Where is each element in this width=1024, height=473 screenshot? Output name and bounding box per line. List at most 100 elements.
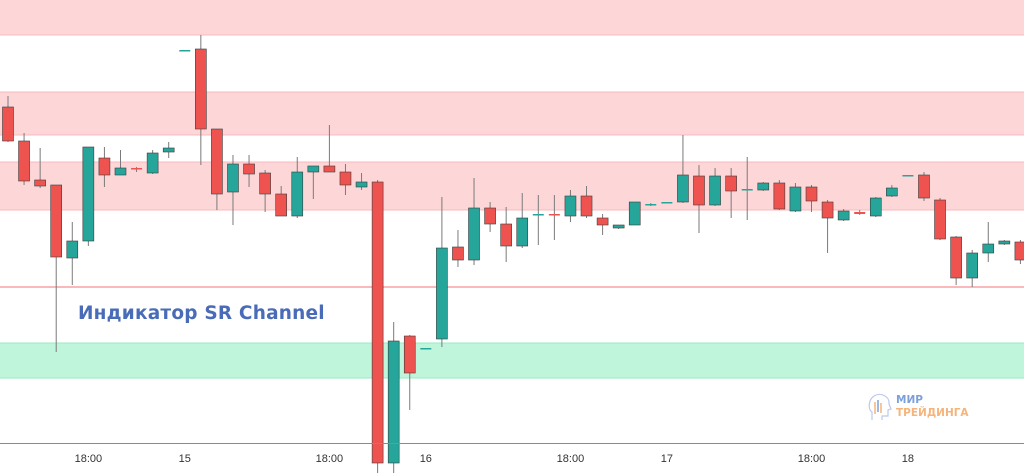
candle-bullish bbox=[436, 197, 448, 347]
candle-body bbox=[339, 171, 352, 186]
candle-body bbox=[211, 128, 223, 195]
candle-body bbox=[564, 195, 577, 217]
candle-body bbox=[114, 167, 127, 176]
candle-body bbox=[757, 182, 770, 191]
candle-body bbox=[645, 204, 657, 206]
sr-zones bbox=[0, 0, 1024, 379]
candle-bearish bbox=[484, 202, 496, 232]
candle-body bbox=[628, 201, 641, 226]
candle-bearish bbox=[580, 186, 593, 218]
x-tick-label: 18:00 bbox=[75, 453, 103, 465]
candle-body bbox=[500, 223, 512, 247]
candle-body bbox=[709, 175, 721, 206]
candle-body bbox=[741, 189, 753, 191]
candle-bullish bbox=[564, 190, 577, 222]
candle-bullish bbox=[677, 135, 689, 203]
candle-body bbox=[854, 212, 866, 214]
candle-bearish bbox=[805, 185, 818, 212]
logo-line1: МИР bbox=[896, 394, 923, 406]
candle-body bbox=[596, 217, 609, 226]
candle-bearish bbox=[773, 180, 786, 210]
candles bbox=[2, 35, 1024, 473]
x-tick-label: 17 bbox=[661, 453, 673, 465]
candle-bullish bbox=[661, 202, 673, 204]
candle-bearish bbox=[371, 180, 384, 473]
x-tick-label: 18 bbox=[902, 453, 914, 465]
x-axis-ticks: 18:00 15 18:00 16 18:00 17 18:00 18 bbox=[75, 453, 914, 465]
candle-bullish bbox=[886, 185, 898, 197]
support-zone bbox=[0, 343, 1024, 378]
candle-body bbox=[420, 348, 432, 350]
candle-body bbox=[918, 174, 930, 199]
candle-bearish bbox=[195, 35, 207, 165]
candle-body bbox=[50, 184, 63, 258]
candle-body bbox=[259, 172, 271, 195]
candle-body bbox=[580, 195, 593, 217]
candle-body bbox=[661, 202, 673, 204]
candle-bullish bbox=[741, 157, 753, 220]
candle-body bbox=[2, 106, 14, 142]
candle-body bbox=[902, 175, 914, 177]
candle-bearish bbox=[2, 96, 14, 142]
candle-body bbox=[98, 157, 111, 176]
candle-bearish bbox=[725, 168, 737, 218]
candle-bullish bbox=[82, 146, 95, 246]
candle-bullish bbox=[355, 173, 368, 190]
candle-bearish bbox=[98, 147, 111, 187]
x-tick-label: 18:00 bbox=[316, 453, 344, 465]
candle-bullish bbox=[628, 201, 641, 226]
candle-body bbox=[998, 240, 1011, 245]
resistance-zone bbox=[0, 0, 1024, 35]
candle-bearish bbox=[275, 186, 287, 217]
candle-body bbox=[693, 175, 705, 206]
candle-bearish bbox=[1014, 240, 1024, 264]
candle-body bbox=[436, 247, 448, 340]
candle-bullish bbox=[837, 209, 850, 221]
candle-body bbox=[387, 340, 400, 464]
x-tick-label: 18:00 bbox=[798, 453, 826, 465]
candle-body bbox=[612, 224, 625, 229]
candle-body bbox=[869, 197, 882, 217]
candle-body bbox=[34, 179, 46, 187]
candle-bullish bbox=[789, 183, 802, 212]
candle-bearish bbox=[339, 164, 352, 195]
candle-bullish bbox=[114, 150, 127, 176]
candle-bearish bbox=[323, 125, 336, 173]
head-chart-logo-icon bbox=[868, 393, 892, 420]
candle-bearish bbox=[259, 170, 271, 212]
candle-body bbox=[677, 174, 689, 203]
candle-body bbox=[934, 199, 946, 240]
candle-bullish bbox=[468, 178, 480, 265]
candle-body bbox=[950, 236, 962, 279]
candle-bullish bbox=[612, 224, 625, 229]
candle-bearish bbox=[50, 184, 63, 352]
candle-bullish bbox=[902, 175, 914, 177]
candle-body bbox=[532, 214, 544, 216]
candle-body bbox=[82, 146, 95, 242]
candle-bullish bbox=[162, 142, 175, 158]
candle-bearish bbox=[854, 210, 866, 215]
candle-body bbox=[323, 165, 336, 173]
candle-body bbox=[966, 252, 979, 279]
candle-bearish bbox=[243, 155, 255, 187]
candle-body bbox=[307, 165, 320, 173]
candle-bearish bbox=[18, 133, 30, 185]
logo-line2: ТРЕЙДИНГА bbox=[896, 407, 969, 419]
candle-body bbox=[18, 140, 30, 182]
candle-bullish bbox=[709, 168, 721, 206]
candle-bullish bbox=[869, 197, 882, 217]
candle-bullish bbox=[645, 203, 657, 206]
candle-bearish bbox=[821, 200, 834, 253]
candle-bullish bbox=[227, 155, 239, 225]
candle-bearish bbox=[918, 172, 930, 201]
resistance-zone bbox=[0, 92, 1024, 135]
candle-bullish bbox=[291, 157, 304, 218]
candle-bearish bbox=[211, 128, 223, 210]
candle-body bbox=[725, 175, 737, 192]
candle-body bbox=[227, 163, 239, 193]
resistance-zone bbox=[0, 162, 1024, 210]
candle-body bbox=[243, 163, 255, 175]
candle-bullish bbox=[966, 250, 979, 287]
x-tick-label: 15 bbox=[179, 453, 191, 465]
